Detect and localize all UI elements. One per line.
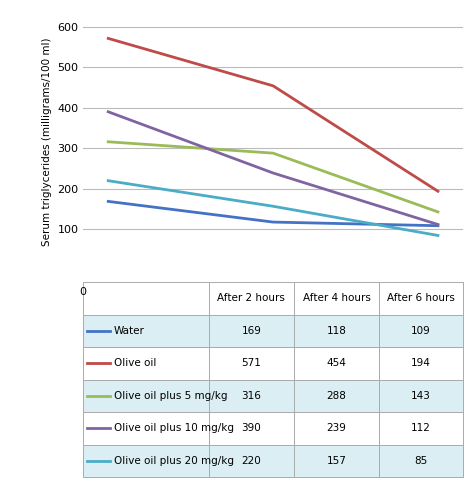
Bar (293, 444, 378, 477)
Bar (378, 412, 462, 444)
Y-axis label: Serum triglycerides (milligrams/100 ml): Serum triglycerides (milligrams/100 ml) (42, 38, 52, 246)
Bar (208, 380, 293, 412)
Bar (83, 314, 208, 347)
Bar (378, 314, 462, 347)
Bar (208, 314, 293, 347)
Text: 220: 220 (241, 456, 260, 466)
Bar (378, 444, 462, 477)
Text: 390: 390 (241, 423, 260, 433)
Text: 157: 157 (326, 456, 346, 466)
Bar (293, 380, 378, 412)
Text: Olive oil plus 5 mg/kg: Olive oil plus 5 mg/kg (114, 391, 227, 401)
Bar (208, 444, 293, 477)
Bar (83, 412, 208, 444)
Text: Water: Water (114, 326, 144, 336)
Text: After 6 hours: After 6 hours (386, 293, 454, 303)
Text: Olive oil: Olive oil (114, 358, 156, 368)
Bar (208, 282, 293, 314)
Text: 169: 169 (241, 326, 261, 336)
Bar (378, 380, 462, 412)
Text: 118: 118 (326, 326, 346, 336)
Text: 316: 316 (241, 391, 261, 401)
Text: 239: 239 (326, 423, 346, 433)
Text: 109: 109 (410, 326, 430, 336)
Text: 194: 194 (410, 358, 430, 368)
Bar (208, 347, 293, 380)
Text: Olive oil plus 10 mg/kg: Olive oil plus 10 mg/kg (114, 423, 233, 433)
Bar (83, 444, 208, 477)
Text: 0: 0 (79, 287, 86, 297)
Text: 143: 143 (410, 391, 430, 401)
Bar (83, 347, 208, 380)
Text: 454: 454 (326, 358, 346, 368)
Bar (293, 347, 378, 380)
Bar (83, 282, 208, 314)
Text: Olive oil plus 20 mg/kg: Olive oil plus 20 mg/kg (114, 456, 233, 466)
Bar (293, 412, 378, 444)
Bar (378, 282, 462, 314)
Text: 112: 112 (410, 423, 430, 433)
Text: 288: 288 (326, 391, 346, 401)
Bar (378, 347, 462, 380)
Text: 85: 85 (414, 456, 426, 466)
Text: After 2 hours: After 2 hours (217, 293, 285, 303)
Bar (208, 412, 293, 444)
Text: 571: 571 (241, 358, 261, 368)
Text: After 4 hours: After 4 hours (302, 293, 370, 303)
Bar (293, 314, 378, 347)
Bar (83, 380, 208, 412)
Bar (293, 282, 378, 314)
